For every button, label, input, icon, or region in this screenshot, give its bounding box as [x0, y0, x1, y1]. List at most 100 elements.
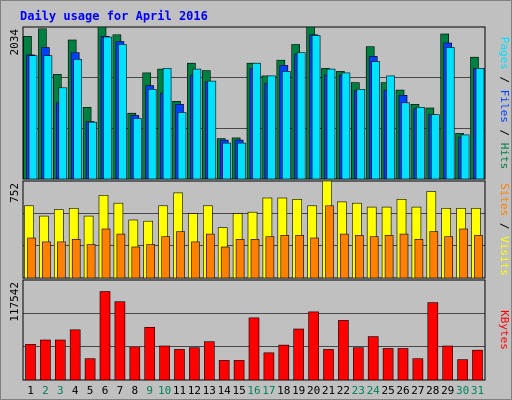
sites-bar — [146, 244, 155, 279]
kbytes-bar — [204, 341, 215, 381]
kbytes-bar — [114, 301, 126, 381]
pages-bar — [192, 68, 202, 180]
sites-bar — [116, 233, 126, 279]
kbytes-bar — [338, 320, 349, 381]
kbytes-bar — [293, 328, 305, 381]
day-label: 28 — [426, 384, 439, 397]
pages-bar — [28, 55, 38, 180]
sites-bar — [399, 233, 409, 279]
kbytes-bar — [218, 360, 230, 381]
pages-bar — [311, 35, 321, 180]
pages-bar — [296, 52, 306, 180]
day-label: 20 — [307, 384, 320, 397]
sites-bar — [414, 239, 424, 279]
kbytes-bar — [412, 358, 424, 381]
day-label: 10 — [158, 384, 171, 397]
day-label: 24 — [367, 384, 381, 397]
sites-bar — [340, 233, 349, 279]
pages-bar — [147, 89, 157, 180]
sites-bar — [176, 231, 185, 279]
pages-bar — [341, 72, 351, 180]
sites-bar — [161, 236, 170, 279]
pages-bar — [326, 68, 336, 180]
day-label: 7 — [117, 384, 124, 397]
day-label: 4 — [72, 384, 79, 397]
hits-files-pages-panel: 2034 Pages / Files / Hits — [8, 26, 511, 180]
day-label: 11 — [173, 384, 186, 397]
kbytes-bar — [457, 359, 468, 381]
kbytes-bar — [40, 339, 51, 381]
day-label: 8 — [131, 384, 138, 397]
kbytes-bar — [278, 344, 290, 381]
sites-bar — [131, 246, 141, 279]
day-label: 23 — [352, 384, 365, 397]
sites-bar — [71, 239, 81, 279]
pages-bar — [118, 44, 127, 180]
day-label: 18 — [277, 384, 290, 397]
sites-bar — [280, 235, 290, 279]
sites-bar — [295, 235, 305, 279]
legend-entry: Pages — [498, 37, 511, 70]
pages-bar — [207, 80, 217, 180]
kbytes-bar — [233, 360, 245, 381]
legend-separator: / — [498, 216, 511, 236]
pages-bar — [386, 75, 395, 180]
day-label: 25 — [381, 384, 394, 397]
day-label: 3 — [57, 384, 64, 397]
legend-separator: / — [498, 123, 511, 143]
sites-bar — [206, 233, 215, 279]
legend-entry: Visits — [498, 236, 511, 276]
day-label: 9 — [146, 384, 153, 397]
day-label: 22 — [337, 384, 350, 397]
sites-bar — [325, 205, 334, 279]
day-label: 17 — [262, 384, 275, 397]
pages-bar — [88, 121, 97, 180]
kbytes-bar — [323, 349, 334, 381]
sites-bar — [191, 241, 200, 279]
day-label: 31 — [471, 384, 484, 397]
sites-bar — [369, 236, 379, 279]
pages-bar — [356, 89, 366, 180]
kbytes-bar — [442, 345, 454, 381]
chart-title: Daily usage for April 2016 — [20, 9, 208, 23]
pages-bar — [237, 142, 246, 180]
kbytes-bar — [84, 358, 96, 381]
sites-bar — [429, 231, 439, 279]
day-label: 13 — [203, 384, 216, 397]
day-label: 26 — [396, 384, 409, 397]
legend-separator: / — [498, 70, 511, 90]
day-label: 6 — [102, 384, 109, 397]
kbytes-panel: 117542 KBytes — [8, 279, 511, 381]
kbytes-bar — [189, 347, 200, 381]
kbytes-bar — [367, 336, 379, 381]
day-axis-labels: 1 2 3 4 5 6 7 8 9 10 11 12 13 14 15 16 17 18 19 20 21 22 23 24 2… — [27, 384, 484, 397]
sites-bar — [42, 241, 51, 279]
day-label: 30 — [456, 384, 469, 397]
kbytes-bar — [174, 349, 185, 381]
kbytes-bar — [427, 302, 439, 381]
sites-bar — [56, 241, 66, 279]
sites-bar — [354, 235, 364, 279]
pages-bar — [460, 134, 470, 180]
visits-sites-legend: Sites / Visits — [498, 183, 511, 276]
legend-entry: Hits — [498, 143, 511, 170]
day-label: 16 — [247, 384, 260, 397]
pages-bar — [133, 118, 142, 180]
kbytes-legend: KBytes — [498, 310, 511, 350]
legend-entry: Sites — [498, 183, 511, 216]
pages-bar — [475, 68, 485, 180]
day-label: 1 — [27, 384, 34, 397]
pages-bar — [58, 87, 68, 180]
pages-bar — [445, 47, 455, 180]
kbytes-bar — [308, 311, 319, 381]
kbytes-bar — [472, 349, 483, 381]
pages-bar — [281, 71, 291, 180]
pages-bar — [430, 114, 440, 180]
legend-entry: Files — [498, 90, 511, 123]
kbytes-bar — [25, 343, 36, 381]
kbytes-bar — [263, 352, 275, 381]
day-label: 27 — [411, 384, 424, 397]
kbytes-bar — [54, 339, 66, 381]
